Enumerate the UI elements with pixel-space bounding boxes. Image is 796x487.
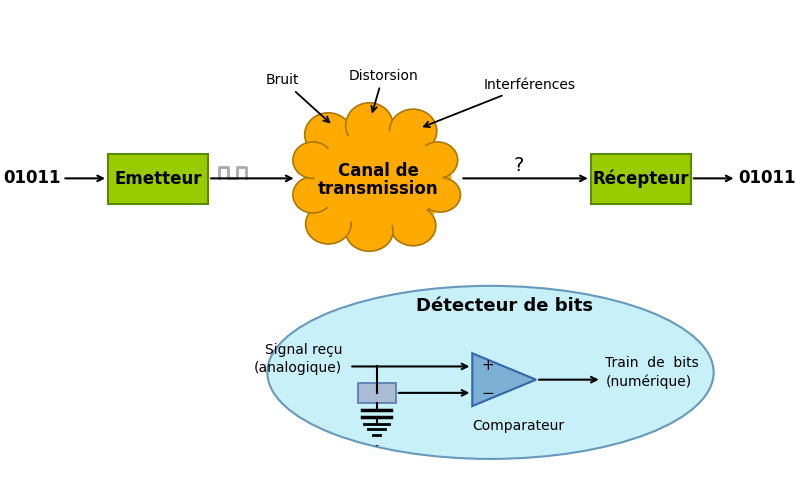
Ellipse shape: [345, 103, 393, 149]
Text: transmission: transmission: [318, 180, 439, 198]
Text: Détecteur de bits: Détecteur de bits: [416, 297, 593, 315]
Text: Bruit: Bruit: [266, 73, 330, 122]
Text: Canal de: Canal de: [338, 162, 419, 180]
FancyBboxPatch shape: [108, 154, 208, 204]
Text: Signal reçu
(analogique): Signal reçu (analogique): [254, 343, 342, 375]
Ellipse shape: [420, 177, 460, 212]
Ellipse shape: [345, 211, 393, 251]
Text: Emetteur: Emetteur: [115, 170, 202, 188]
Ellipse shape: [314, 131, 443, 226]
Ellipse shape: [293, 142, 333, 178]
Ellipse shape: [418, 142, 458, 178]
Text: Distorsion: Distorsion: [348, 69, 418, 112]
Text: 01011: 01011: [738, 169, 796, 187]
FancyBboxPatch shape: [591, 154, 691, 204]
Ellipse shape: [293, 177, 333, 213]
Ellipse shape: [390, 206, 436, 246]
Ellipse shape: [305, 113, 352, 156]
Text: +: +: [482, 358, 494, 373]
Text: Train  de  bits
(numérique): Train de bits (numérique): [605, 356, 699, 389]
Ellipse shape: [306, 204, 351, 244]
Text: 01011: 01011: [3, 169, 60, 187]
Text: Interférences: Interférences: [424, 78, 576, 127]
Polygon shape: [472, 353, 536, 406]
Text: ?: ?: [513, 156, 524, 175]
FancyBboxPatch shape: [357, 383, 396, 403]
Text: −: −: [482, 386, 494, 401]
Ellipse shape: [389, 109, 437, 153]
Text: Récepteur: Récepteur: [592, 169, 689, 188]
Text: Comparateur: Comparateur: [472, 419, 564, 433]
Ellipse shape: [267, 286, 714, 459]
Ellipse shape: [306, 124, 451, 233]
Text: -: -: [375, 440, 379, 450]
